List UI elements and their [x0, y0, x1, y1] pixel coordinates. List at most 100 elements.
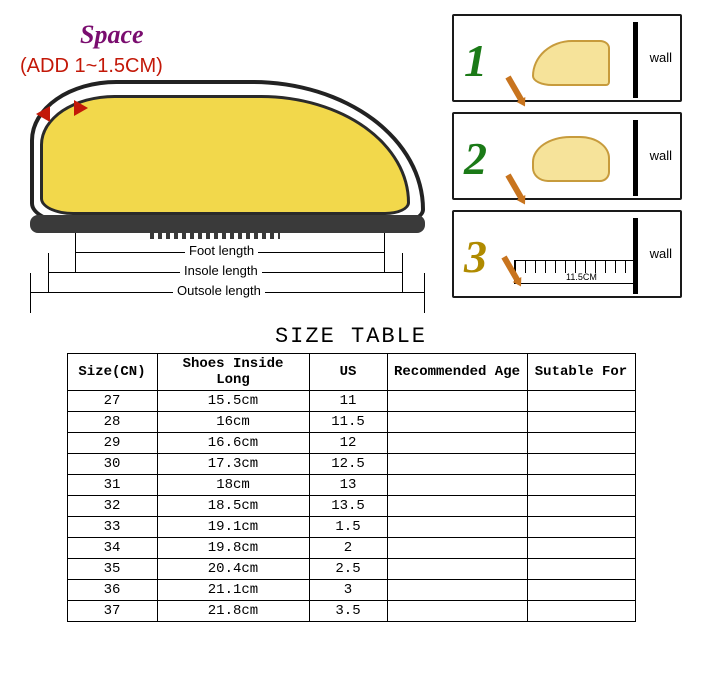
- diagram-area: Space (ADD 1~1.5CM) Foot length Insole l…: [0, 0, 702, 310]
- col-us: US: [309, 354, 387, 391]
- table-cell: [527, 559, 635, 580]
- table-cell: [527, 496, 635, 517]
- table-cell: 27: [67, 391, 157, 412]
- table-row: 3218.5cm13.5: [67, 496, 635, 517]
- table-cell: [387, 475, 527, 496]
- step-2-number: 2: [464, 132, 487, 185]
- wall-label: wall: [650, 148, 672, 163]
- table-row: 3520.4cm2.5: [67, 559, 635, 580]
- table-cell: 11: [309, 391, 387, 412]
- table-cell: 3.5: [309, 601, 387, 622]
- foot-side-icon: [532, 40, 610, 86]
- table-cell: 21.8cm: [157, 601, 309, 622]
- table-cell: 12.5: [309, 454, 387, 475]
- table-cell: 20.4cm: [157, 559, 309, 580]
- table-cell: 16cm: [157, 412, 309, 433]
- space-arrow-left: [36, 106, 50, 122]
- table-cell: 2.5: [309, 559, 387, 580]
- table-row: 2816cm11.5: [67, 412, 635, 433]
- table-cell: [527, 412, 635, 433]
- table-cell: 15.5cm: [157, 391, 309, 412]
- table-cell: [527, 391, 635, 412]
- table-row: 3419.8cm2: [67, 538, 635, 559]
- table-cell: 16.6cm: [157, 433, 309, 454]
- table-cell: 18cm: [157, 475, 309, 496]
- wall-bar-icon: [633, 120, 638, 196]
- table-cell: 29: [67, 433, 157, 454]
- step-3: 3 wall 11.5CM: [452, 210, 682, 298]
- table-cell: 32: [67, 496, 157, 517]
- table-cell: [527, 538, 635, 559]
- step-3-number: 3: [464, 230, 487, 283]
- table-header-row: Size(CN) Shoes Inside Long US Recommende…: [67, 354, 635, 391]
- wall-label: wall: [650, 50, 672, 65]
- table-cell: [527, 601, 635, 622]
- table-row: 3621.1cm3: [67, 580, 635, 601]
- table-cell: [387, 496, 527, 517]
- pencil-icon: [505, 76, 524, 103]
- table-cell: 28: [67, 412, 157, 433]
- table-row: 2916.6cm12: [67, 433, 635, 454]
- table-cell: [387, 601, 527, 622]
- table-cell: 19.1cm: [157, 517, 309, 538]
- table-cell: 19.8cm: [157, 538, 309, 559]
- table-cell: [527, 454, 635, 475]
- table-row: 3118cm13: [67, 475, 635, 496]
- table-row: 2715.5cm11: [67, 391, 635, 412]
- table-cell: [387, 559, 527, 580]
- space-arrow-right: [74, 100, 88, 116]
- insole-length-label: Insole length: [180, 263, 262, 278]
- steps-column: 1 wall 2 wall 3 wall 11.5CM: [452, 14, 682, 308]
- table-cell: 36: [67, 580, 157, 601]
- shoe-diagram: Foot length Insole length Outsole length: [20, 40, 470, 280]
- step-2: 2 wall: [452, 112, 682, 200]
- table-cell: 12: [309, 433, 387, 454]
- col-suitable-for: Sutable For: [527, 354, 635, 391]
- table-cell: [527, 580, 635, 601]
- table-cell: [387, 391, 527, 412]
- col-inside-long: Shoes Inside Long: [157, 354, 309, 391]
- wall-label: wall: [650, 246, 672, 261]
- table-cell: [387, 454, 527, 475]
- table-row: 3017.3cm12.5: [67, 454, 635, 475]
- col-recommended-age: Recommended Age: [387, 354, 527, 391]
- table-row: 3721.8cm3.5: [67, 601, 635, 622]
- table-cell: 1.5: [309, 517, 387, 538]
- table-cell: [527, 433, 635, 454]
- shoe-outline: [30, 80, 425, 225]
- table-cell: [387, 412, 527, 433]
- step-1-number: 1: [464, 34, 487, 87]
- table-cell: 21.1cm: [157, 580, 309, 601]
- shoe-sole: [30, 215, 425, 233]
- outsole-length-label: Outsole length: [173, 283, 265, 298]
- table-cell: 18.5cm: [157, 496, 309, 517]
- size-table-title: SIZE TABLE: [0, 324, 702, 349]
- table-cell: 13: [309, 475, 387, 496]
- table-cell: 34: [67, 538, 157, 559]
- step-1: 1 wall: [452, 14, 682, 102]
- table-cell: [527, 517, 635, 538]
- table-cell: [387, 538, 527, 559]
- table-cell: 37: [67, 601, 157, 622]
- col-size-cn: Size(CN): [67, 354, 157, 391]
- foot-length-label: Foot length: [185, 243, 258, 258]
- size-table: Size(CN) Shoes Inside Long US Recommende…: [67, 353, 636, 622]
- table-cell: 35: [67, 559, 157, 580]
- pencil-icon: [505, 174, 524, 201]
- table-cell: [387, 580, 527, 601]
- table-cell: 13.5: [309, 496, 387, 517]
- sole-tread: [150, 233, 280, 239]
- table-cell: 3: [309, 580, 387, 601]
- table-cell: 17.3cm: [157, 454, 309, 475]
- table-cell: 33: [67, 517, 157, 538]
- foot-top-icon: [532, 136, 610, 182]
- table-cell: 11.5: [309, 412, 387, 433]
- wall-bar-icon: [633, 22, 638, 98]
- table-cell: 30: [67, 454, 157, 475]
- table-row: 3319.1cm1.5: [67, 517, 635, 538]
- table-cell: 31: [67, 475, 157, 496]
- table-cell: [387, 433, 527, 454]
- ruler-cm-label: 11.5CM: [566, 272, 597, 282]
- table-cell: 2: [309, 538, 387, 559]
- table-cell: [387, 517, 527, 538]
